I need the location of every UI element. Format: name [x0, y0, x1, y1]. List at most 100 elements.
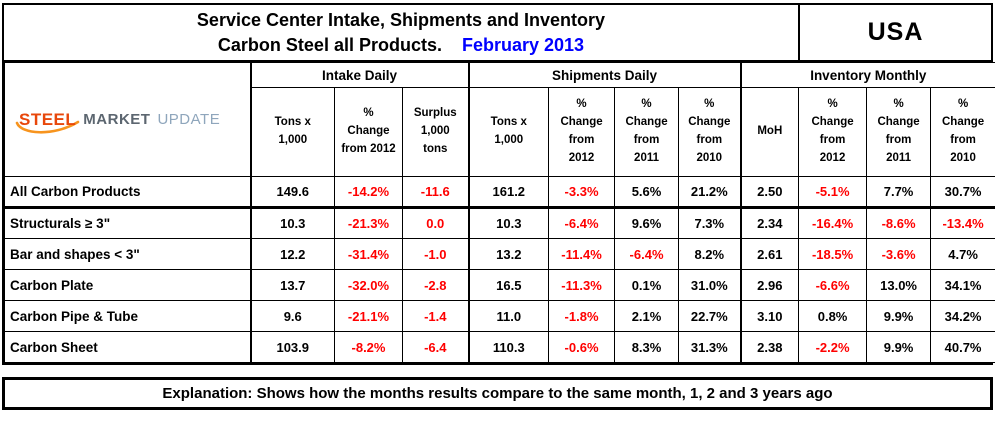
value-cell: -16.4% [798, 207, 868, 239]
report-box: Service Center Intake, Shipments and Inv… [2, 3, 995, 365]
col-intake-tons: Tons x 1,000 [249, 87, 335, 177]
value-cell: 0.0 [401, 207, 470, 239]
value-cell: -3.3% [548, 176, 616, 209]
value-cell: 13.7 [249, 269, 335, 301]
value-cell: 16.5 [467, 269, 550, 301]
value-cell: -6.4% [614, 238, 680, 270]
value-cell: -11.6 [401, 176, 470, 209]
value-cell: 13.2 [467, 238, 550, 270]
value-cell: -2.8 [401, 269, 470, 301]
value-cell: 31.0% [678, 269, 742, 301]
value-cell: -6.4 [401, 331, 470, 363]
logo-word-market: MARKET [83, 111, 151, 128]
value-cell: 2.50 [739, 176, 800, 209]
value-cell: 3.10 [739, 300, 800, 332]
value-cell: -8.2% [334, 331, 403, 363]
value-cell: -1.0 [401, 238, 470, 270]
data-table: STEEL MARKET UPDATE Intake Daily Shipmen… [4, 62, 995, 363]
value-cell: -21.1% [334, 300, 403, 332]
value-cell: 22.7% [678, 300, 742, 332]
value-cell: 10.3 [467, 207, 550, 239]
row-label: Structurals ≥ 3" [4, 207, 251, 239]
row-label: Carbon Sheet [4, 331, 251, 363]
value-cell: 2.38 [739, 331, 800, 363]
value-cell: 31.3% [678, 331, 742, 363]
value-cell: -6.4% [548, 207, 616, 239]
col-ship-tons: Tons x 1,000 [467, 87, 550, 177]
logo-swoosh-icon [15, 120, 80, 134]
value-cell: 149.6 [249, 176, 335, 209]
explanation-bar: Explanation: Shows how the months result… [2, 377, 993, 410]
value-cell: 21.2% [678, 176, 742, 209]
table-body: All Carbon Products 149.6 -14.2% -11.6 161.2… [4, 176, 995, 363]
col-intake-surplus: Surplus 1,000 tons [401, 87, 470, 177]
value-cell: -2.2% [798, 331, 868, 363]
table-row: All Carbon Products 149.6 -14.2% -11.6 161.2… [4, 176, 995, 209]
value-cell: 9.9% [866, 300, 932, 332]
value-cell: 12.2 [249, 238, 335, 270]
value-cell: 7.3% [678, 207, 742, 239]
value-cell: 8.3% [614, 331, 680, 363]
col-intake-pct-2012: % Change from 2012 [334, 87, 403, 177]
value-cell: 2.1% [614, 300, 680, 332]
value-cell: -14.2% [334, 176, 403, 209]
value-cell: -1.4 [401, 300, 470, 332]
value-cell: 110.3 [467, 331, 550, 363]
value-cell: 4.7% [930, 238, 995, 270]
col-ship-pct-2010: % Change from 2010 [678, 87, 742, 177]
value-cell: 8.2% [678, 238, 742, 270]
column-header-row: Tons x 1,000 % Change from 2012 Surplus … [5, 87, 995, 177]
col-ship-pct-2011: % Change from 2011 [614, 87, 680, 177]
value-cell: -6.6% [798, 269, 868, 301]
value-cell: -11.4% [548, 238, 616, 270]
group-header-row: STEEL MARKET UPDATE Intake Daily Shipmen… [4, 62, 995, 177]
page-subtitle: Carbon Steel all Products. [217, 35, 442, 55]
row-label: All Carbon Products [4, 176, 251, 209]
value-cell: -13.4% [930, 207, 995, 239]
value-cell: -3.6% [866, 238, 932, 270]
col-inv-pct-2010: % Change from 2010 [930, 87, 995, 177]
region-label: USA [798, 5, 991, 60]
table-row: Bar and shapes < 3" 12.2 -31.4% -1.0 13.2 -11… [4, 238, 995, 270]
group-header-intake: Intake Daily [249, 62, 470, 88]
value-cell: 34.1% [930, 269, 995, 301]
explanation-text: Explanation: Shows how the months result… [162, 385, 833, 402]
page-title-line1: Service Center Intake, Shipments and Inv… [196, 9, 606, 30]
value-cell: 161.2 [467, 176, 550, 209]
col-ship-pct-2012: % Change from 2012 [548, 87, 616, 177]
value-cell: 34.2% [930, 300, 995, 332]
value-cell: -0.6% [548, 331, 616, 363]
value-cell: 13.0% [866, 269, 932, 301]
col-inv-pct-2011: % Change from 2011 [866, 87, 932, 177]
value-cell: 103.9 [249, 331, 335, 363]
report-month: February 2013 [461, 35, 585, 55]
value-cell: -18.5% [798, 238, 868, 270]
logo-word-steel: STEEL [19, 109, 77, 129]
value-cell: 2.61 [739, 238, 800, 270]
value-cell: 2.96 [739, 269, 800, 301]
value-cell: 5.6% [614, 176, 680, 209]
table-row: Carbon Pipe & Tube 9.6 -21.1% -1.4 11.0 -1.8%… [4, 300, 995, 332]
table-row: Carbon Plate 13.7 -32.0% -2.8 16.5 -11.3% 0.1%… [4, 269, 995, 301]
value-cell: 9.6% [614, 207, 680, 239]
value-cell: 0.8% [798, 300, 868, 332]
logo-word-update: UPDATE [157, 111, 221, 128]
col-inv-moh: MoH [739, 87, 800, 177]
value-cell: 9.9% [866, 331, 932, 363]
value-cell: -21.3% [334, 207, 403, 239]
value-cell: 2.34 [739, 207, 800, 239]
row-label: Bar and shapes < 3" [4, 238, 251, 270]
table-row: Carbon Sheet 103.9 -8.2% -6.4 110.3 -0.6% 8.3%… [4, 331, 995, 363]
logo: STEEL MARKET UPDATE [4, 62, 251, 177]
value-cell: 7.7% [866, 176, 932, 209]
value-cell: 9.6 [249, 300, 335, 332]
title-block: Service Center Intake, Shipments and Inv… [4, 5, 798, 60]
value-cell: -32.0% [334, 269, 403, 301]
value-cell: -11.3% [548, 269, 616, 301]
value-cell: 0.1% [614, 269, 680, 301]
col-inv-pct-2012: % Change from 2012 [798, 87, 868, 177]
value-cell: 11.0 [467, 300, 550, 332]
table-row: Structurals ≥ 3" 10.3 -21.3% 0.0 10.3 -6.4% 9.… [4, 207, 995, 239]
row-label: Carbon Plate [4, 269, 251, 301]
value-cell: -5.1% [798, 176, 868, 209]
